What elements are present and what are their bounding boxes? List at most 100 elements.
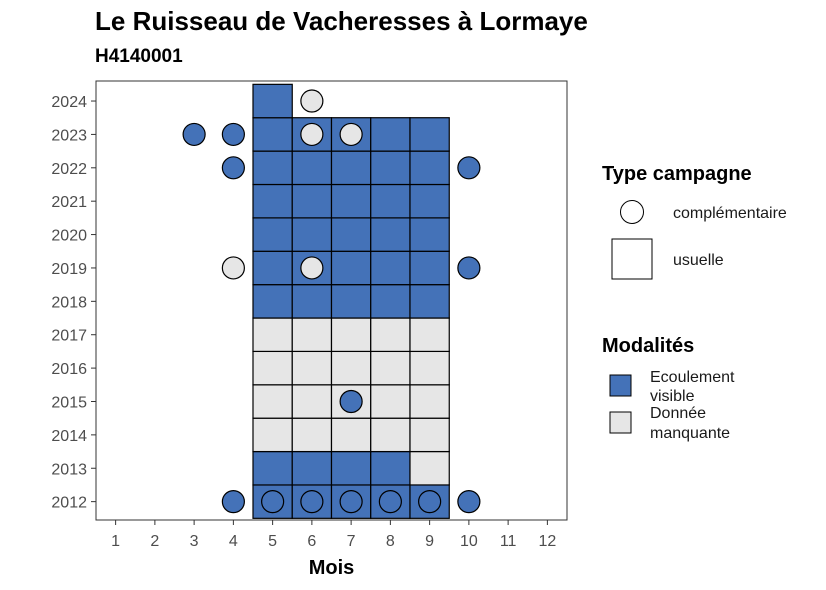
tile-2014-8: [370, 417, 411, 453]
points-layer: [182, 89, 481, 514]
tile-2021-5: [252, 183, 293, 219]
x-axis: 1 2 3 4 5 6 7 8 9 10 11 12: [111, 520, 556, 550]
legend-type-campagne: Type campagne complémentaire usuelle: [602, 163, 787, 280]
tile-2013-6: [291, 450, 333, 486]
tile-2020-9: [409, 217, 450, 252]
legend-modalites: Modalités Ecoulement visible Donnée manq…: [602, 335, 735, 442]
tile-2019-7: [330, 250, 372, 286]
x-tick-label-5: 5: [268, 533, 277, 550]
x-tick-label-11: 11: [500, 533, 517, 550]
tile-2018-9: [409, 284, 450, 319]
tile-2021-8: [370, 183, 411, 219]
tile-2016-5: [252, 350, 293, 386]
tile-2016-6: [291, 350, 333, 386]
chart-subtitle: H4140001: [95, 46, 183, 67]
y-tick-label-2015: 2015: [51, 394, 87, 411]
tile-2018-7: [330, 284, 372, 319]
point-2012-8: [378, 490, 402, 514]
point-2023-4: [221, 122, 245, 147]
tile-2013-8: [370, 450, 411, 486]
legend-label-complementaire: complémentaire: [673, 205, 787, 222]
x-tick-label-6: 6: [307, 533, 316, 550]
legend-label-manquante-line1: Donnée: [650, 405, 706, 422]
y-tick-label-2014: 2014: [51, 428, 87, 445]
tile-2015-6: [291, 384, 333, 419]
tile-2014-6: [291, 417, 333, 453]
point-2012-6: [300, 490, 324, 514]
tile-2018-5: [252, 284, 293, 319]
tile-2022-9: [409, 150, 450, 186]
y-tick-label-2021: 2021: [51, 194, 87, 211]
tile-2019-5: [252, 250, 293, 286]
point-2012-7: [339, 490, 363, 514]
legend-swatch-manquante: [609, 411, 632, 434]
tile-2013-9: [409, 450, 450, 486]
point-2012-4: [221, 490, 245, 514]
plot-panel-border: [95, 80, 568, 521]
tile-2020-8: [370, 217, 411, 252]
y-tick-label-2024: 2024: [51, 94, 87, 111]
x-tick-label-9: 9: [425, 533, 434, 550]
tile-2016-9: [409, 350, 450, 386]
tile-2023-8: [370, 117, 411, 152]
tile-2024-5: [252, 83, 293, 119]
legend-type-title: Type campagne: [602, 163, 752, 185]
tile-2015-9: [409, 384, 450, 419]
x-tick-label-3: 3: [190, 533, 199, 550]
legend-swatch-ecoulement: [609, 374, 632, 397]
point-2023-3: [182, 122, 206, 147]
legend-circle-complementaire: [620, 200, 644, 224]
y-tick-label-2018: 2018: [51, 294, 87, 311]
x-tick-label-12: 12: [538, 533, 556, 550]
tile-2014-7: [330, 417, 372, 453]
point-2012-9: [418, 490, 442, 514]
y-tick-label-2022: 2022: [51, 161, 87, 178]
y-axis: 2012 2013 2014 2015 2016 2017 2018 2019 2020 2021…: [51, 94, 96, 512]
y-tick-label-2023: 2023: [51, 127, 87, 144]
tile-2017-7: [330, 317, 372, 353]
tile-2017-9: [409, 317, 450, 353]
tile-2014-9: [409, 417, 450, 453]
point-2019-6: [300, 256, 324, 280]
point-2019-10: [457, 256, 481, 280]
legend-square-usuelle: [611, 238, 653, 280]
point-2022-4: [221, 156, 245, 180]
tile-2015-8: [370, 384, 411, 419]
tile-2013-7: [330, 450, 372, 486]
tile-2018-8: [370, 284, 411, 319]
y-tick-label-2013: 2013: [51, 461, 87, 478]
point-2024-6: [300, 89, 324, 113]
tile-2019-8: [370, 250, 411, 286]
x-tick-label-2: 2: [150, 533, 159, 550]
x-tick-label-4: 4: [229, 533, 238, 550]
chart-title: Le Ruisseau de Vacheresses à Lormaye: [95, 6, 588, 36]
tiles-layer: [252, 83, 450, 519]
tile-2022-5: [252, 150, 293, 186]
y-tick-label-2019: 2019: [51, 261, 87, 278]
point-2023-7: [339, 122, 363, 147]
tile-2021-6: [291, 183, 333, 219]
point-2012-10: [457, 490, 481, 514]
x-tick-label-1: 1: [111, 533, 120, 550]
legend-label-ecoulement-line1: Ecoulement: [650, 369, 735, 386]
tile-2017-8: [370, 317, 411, 353]
tile-2020-5: [252, 217, 293, 252]
tile-2013-5: [252, 450, 293, 486]
tile-2014-5: [252, 417, 293, 453]
legend-label-manquante-line2: manquante: [650, 425, 730, 442]
tile-2017-5: [252, 317, 293, 353]
tile-2018-6: [291, 284, 333, 319]
tile-2019-9: [409, 250, 450, 286]
x-tick-label-8: 8: [386, 533, 395, 550]
legend-label-usuelle: usuelle: [673, 252, 724, 269]
x-tick-label-10: 10: [460, 533, 478, 550]
legend-modalites-title: Modalités: [602, 335, 694, 357]
tile-2020-6: [291, 217, 333, 252]
tile-2016-7: [330, 350, 372, 386]
point-2012-5: [261, 490, 285, 514]
tile-2023-9: [409, 117, 450, 152]
point-2015-7: [339, 389, 363, 414]
tile-2015-5: [252, 384, 293, 419]
tile-2022-6: [291, 150, 333, 186]
